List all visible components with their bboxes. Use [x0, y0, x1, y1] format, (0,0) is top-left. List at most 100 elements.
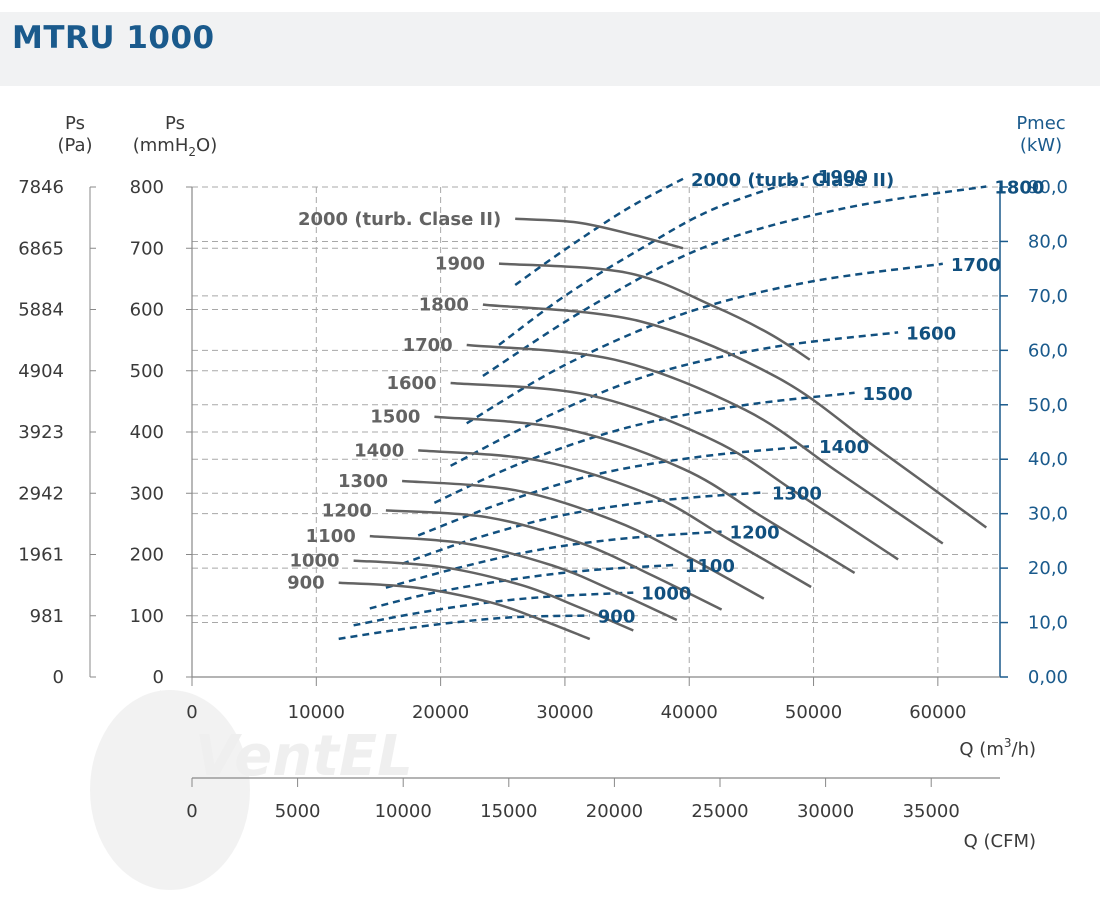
left-pa-axis-unit: (Pa)	[57, 135, 92, 156]
pressure-curves	[338, 217, 988, 641]
left-mmh2o-tick-label: 500	[130, 361, 164, 382]
left-mmh2o-tick-label: 200	[130, 545, 164, 566]
left-pa-tick-label: 7846	[18, 177, 64, 198]
pressure-curve-label-900: 900	[287, 573, 325, 594]
x-cfm-tick-label: 15000	[480, 801, 537, 822]
power-curve-1200	[385, 530, 722, 589]
pressure-curve-label-1500: 1500	[370, 407, 420, 428]
power-curve-900	[338, 614, 590, 641]
title-bar	[0, 12, 1100, 86]
x-cfm-tick-label: 30000	[797, 801, 854, 822]
x-cfm-tick-label: 10000	[375, 801, 432, 822]
right-kw-tick-label: 50,0	[1028, 395, 1068, 416]
left-mmh2o-axis-unit: (mmH2O)	[133, 135, 217, 159]
right-kw-ticks: 0,00 10,0 20,0 30,0 40,0 50,0 60,0 70,0 80,0 90,0	[1000, 177, 1068, 688]
pressure-curve-900	[338, 581, 591, 641]
pressure-curve-1100	[369, 534, 678, 622]
x-cfm-tick-label: 20000	[586, 801, 643, 822]
curve-labels: 9001000110012001300140015001600170018001…	[287, 167, 1044, 627]
chart-title: MTRU 1000	[12, 20, 215, 56]
pressure-curve-label-1200: 1200	[322, 500, 372, 521]
pressure-curve-label-1600: 1600	[386, 373, 436, 394]
left-mmh2o-tick-label: 100	[130, 606, 164, 627]
pressure-curve-label-1900: 1900	[435, 254, 485, 275]
pressure-curve-label-1800: 1800	[419, 295, 469, 316]
left-pa-tick-label: 3923	[18, 422, 64, 443]
right-kw-tick-label: 30,0	[1028, 504, 1068, 525]
pressure-curve-1600	[450, 381, 899, 561]
left-mmh2o-tick-label: 300	[130, 483, 164, 504]
right-kw-tick-label: 90,0	[1028, 177, 1068, 198]
pressure-curve-1500	[434, 415, 856, 574]
power-curve-2000-turb-clase-ii	[514, 177, 684, 287]
pressure-curve-label-2000-turb-clase-ii: 2000 (turb. Clase II)	[298, 209, 501, 230]
left-mmh2o-ticks: 0 100 200 300 400 500 600 700 800	[130, 177, 192, 688]
x-m3h-tick-label: 50000	[785, 702, 842, 723]
grid	[192, 186, 1000, 677]
power-curve-label-1100: 1100	[685, 556, 735, 577]
power-curve-label-1300: 1300	[772, 483, 822, 504]
x-m3h-tick-label: 10000	[288, 702, 345, 723]
left-pa-tick-label: 981	[30, 606, 64, 627]
x-m3h-tick-label: 40000	[661, 702, 718, 723]
pressure-curve-1400	[418, 449, 812, 589]
power-curve-label-1600: 1600	[906, 323, 956, 344]
pressure-curve-1000	[353, 559, 634, 632]
x-cfm-tick-label: 0	[186, 801, 197, 822]
left-mmh2o-tick-label: 600	[130, 300, 164, 321]
left-pa-tick-label: 5884	[18, 300, 64, 321]
left-pa-tick-label: 4904	[18, 361, 64, 382]
x-cfm-ticks: 0 5000 10000 15000 20000 25000 30000 35000	[186, 778, 960, 822]
pressure-curve-1900	[498, 262, 811, 361]
power-curve-label-1500: 1500	[863, 384, 913, 405]
right-kw-tick-label: 40,0	[1028, 449, 1068, 470]
left-mmh2o-tick-label: 0	[153, 667, 164, 688]
pressure-curve-2000-turb-clase-ii	[515, 217, 684, 250]
left-mmh2o-tick-label: 800	[130, 177, 164, 198]
power-curve-1500	[433, 391, 855, 504]
left-mmh2o-tick-label: 400	[130, 422, 164, 443]
left-mmh2o-tick-label: 700	[130, 238, 164, 259]
left-pa-ticks: 0 981 1961 2942 3923 4904 5884 6865 7846	[18, 177, 96, 688]
x-m3h-tick-label: 20000	[412, 702, 469, 723]
left-pa-tick-label: 0	[53, 667, 64, 688]
power-curve-label-1400: 1400	[819, 437, 869, 458]
power-curve-1700	[466, 262, 943, 425]
svg-text:VentEL: VentEL	[195, 724, 413, 789]
right-kw-tick-label: 60,0	[1028, 340, 1068, 361]
pressure-curve-1300	[402, 479, 765, 600]
right-kw-axis-unit: (kW)	[1020, 135, 1062, 156]
pressure-curve-label-1700: 1700	[403, 335, 453, 356]
right-kw-tick-label: 80,0	[1028, 231, 1068, 252]
right-kw-tick-label: 10,0	[1028, 613, 1068, 634]
power-curve-1400	[417, 444, 812, 537]
pressure-curve-label-1100: 1100	[306, 526, 356, 547]
x-cfm-tick-label: 5000	[275, 801, 321, 822]
power-curve-label-2000-turb-clase-ii: 2000 (turb. Clase II)	[691, 170, 894, 191]
power-curve-label-1900: 1900	[818, 167, 868, 188]
power-curve-1100	[369, 563, 677, 610]
pressure-curve-label-1400: 1400	[354, 440, 404, 461]
x-cfm-axis-title: Q (CFM)	[964, 831, 1036, 852]
pressure-curve-1700	[466, 343, 944, 545]
right-kw-tick-label: 20,0	[1028, 558, 1068, 579]
left-pa-tick-label: 6865	[18, 238, 64, 259]
power-curve-label-1800: 1800	[994, 177, 1044, 198]
left-pa-tick-label: 1961	[18, 545, 64, 566]
x-m3h-tick-label: 30000	[536, 702, 593, 723]
left-mmh2o-axis-title: Ps	[165, 113, 185, 134]
power-curve-1800	[482, 185, 987, 377]
power-curve-1600	[450, 331, 899, 467]
pressure-curve-1200	[385, 509, 723, 611]
x-m3h-tick-label: 0	[186, 702, 197, 723]
x-m3h-ticks: 0 10000 20000 30000 40000 50000 60000	[186, 677, 966, 723]
pressure-curve-label-1000: 1000	[289, 551, 339, 572]
x-m3h-tick-label: 60000	[909, 702, 966, 723]
power-curve-1900	[498, 174, 811, 346]
power-curve-label-1200: 1200	[730, 523, 780, 544]
right-kw-tick-label: 70,0	[1028, 286, 1068, 307]
right-kw-axis-title: Pmec	[1016, 113, 1065, 134]
watermark-fan-logo: VentEL	[90, 690, 413, 890]
power-curve-label-1000: 1000	[641, 584, 691, 605]
